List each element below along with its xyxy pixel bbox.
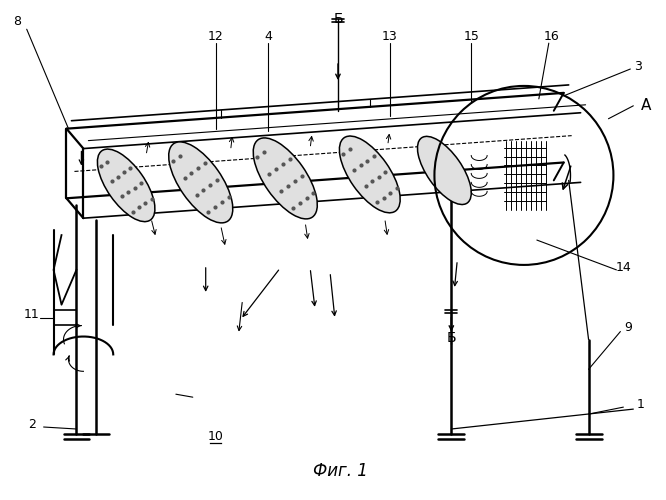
Text: 10: 10 (208, 430, 224, 444)
Ellipse shape (97, 149, 155, 222)
Ellipse shape (418, 136, 472, 204)
Ellipse shape (168, 142, 233, 223)
Ellipse shape (340, 136, 400, 213)
Text: 15: 15 (464, 30, 479, 43)
Text: Фиг. 1: Фиг. 1 (312, 462, 368, 480)
Text: 4: 4 (264, 30, 272, 43)
Text: 8: 8 (13, 15, 21, 28)
Text: А: А (641, 98, 651, 114)
Text: 12: 12 (208, 30, 224, 43)
Text: 1: 1 (636, 398, 644, 410)
Text: 9: 9 (625, 321, 632, 334)
Text: 14: 14 (615, 262, 631, 274)
Text: 13: 13 (382, 30, 398, 43)
Ellipse shape (253, 138, 317, 219)
Text: 3: 3 (634, 60, 642, 72)
Text: Б: Б (333, 12, 343, 26)
Text: Б: Б (446, 330, 456, 344)
Text: 11: 11 (24, 308, 39, 321)
Text: 16: 16 (544, 30, 559, 43)
Text: 2: 2 (28, 418, 35, 430)
